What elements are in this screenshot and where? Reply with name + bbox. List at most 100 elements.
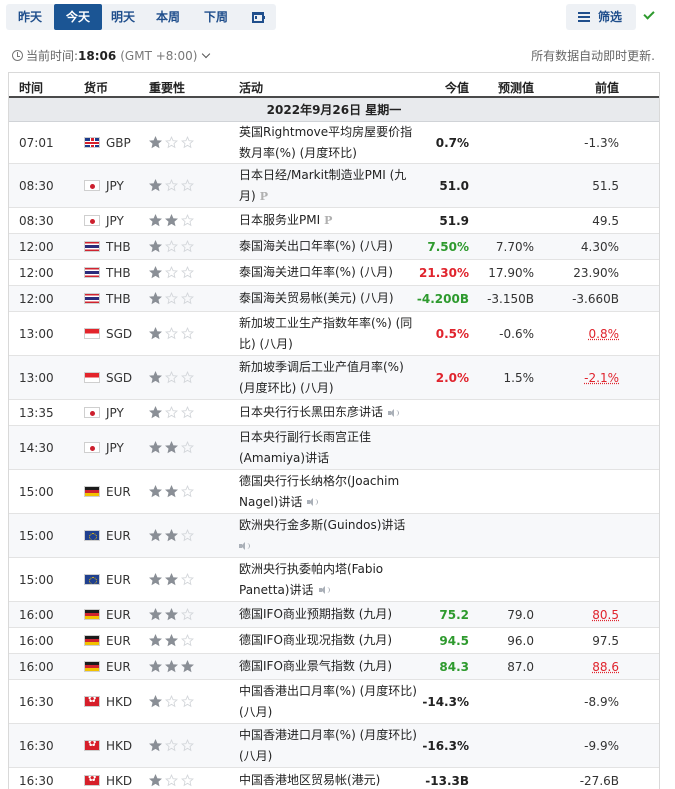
col-forecast: 预测值: [497, 81, 534, 95]
currency-code: EUR: [106, 528, 131, 543]
timezone-selector[interactable]: (GMT +8:00): [120, 49, 211, 63]
star-filled-icon: [165, 660, 178, 673]
table-row[interactable]: 15:00 EUR 德国央行行长纳格尔(Joachim Nagel)讲话: [9, 470, 659, 514]
event-name[interactable]: 德国IFO商业景气指数 (九月): [239, 654, 417, 679]
event-link[interactable]: 德国IFO商业现况指数 (九月): [239, 633, 393, 647]
event-link[interactable]: 泰国海关贸易帐(美元) (八月): [239, 291, 394, 305]
table-header: 时间 货币 重要性 活动 今值 预测值 前值: [9, 72, 659, 98]
star-filled-icon: [149, 179, 162, 192]
currency-code: GBP: [106, 135, 131, 150]
event-name[interactable]: 泰国海关出口年率(%) (八月): [239, 234, 417, 259]
event-name[interactable]: 德国央行行长纳格尔(Joachim Nagel)讲话: [239, 470, 417, 513]
table-row[interactable]: 13:00 SGD 新加坡季调后工业产值月率(%) (月度环比) (八月) 2.0% 1…: [9, 356, 659, 400]
event-link[interactable]: 泰国海关进口年率(%) (八月): [239, 265, 393, 279]
star-empty-icon: [181, 266, 194, 279]
event-name[interactable]: 日本央行行长黑田东彦讲话: [239, 400, 417, 425]
table-row[interactable]: 12:00 THB 泰国海关进口年率(%) (八月) 21.30% 17.90% 23.9…: [9, 260, 659, 286]
table-row[interactable]: 14:30 JPY 日本央行副行长雨宫正佳(Amamiya)讲话: [9, 426, 659, 470]
previous-value-text: 80.5: [592, 607, 619, 622]
table-row[interactable]: 08:30 JPY 日本日经/Markit制造业PMI (九月) P 51.0 51.5: [9, 164, 659, 208]
event-link[interactable]: 泰国海关出口年率(%) (八月): [239, 239, 393, 253]
table-row[interactable]: 07:01 GBP 英国Rightmove平均房屋要价指数月率(%) (月度环比) 0…: [9, 122, 659, 164]
date-tabs: 昨天 今天 明天 本周 下周: [6, 4, 276, 30]
event-name[interactable]: 中国香港地区贸易帐(港元): [239, 768, 417, 789]
event-name[interactable]: 中国香港进口月率(%) (月度环比) (八月): [239, 724, 417, 767]
table-row[interactable]: 12:00 THB 泰国海关出口年率(%) (八月) 7.50% 7.70% 4.30%: [9, 234, 659, 260]
event-link[interactable]: 日本日经/Markit制造业PMI (九月) P: [239, 165, 417, 207]
event-link[interactable]: 欧洲央行金多斯(Guindos)讲话: [239, 515, 405, 557]
event-name[interactable]: 新加坡季调后工业产值月率(%) (月度环比) (八月): [239, 356, 417, 399]
event-link[interactable]: 德国IFO商业预期指数 (九月): [239, 607, 393, 621]
event-time: 16:30: [19, 738, 54, 753]
actual-value: 84.3: [439, 659, 469, 674]
event-link[interactable]: 日本央行副行长雨宫正佳(Amamiya)讲话: [239, 429, 372, 465]
event-link[interactable]: 中国香港地区贸易帐(港元): [239, 773, 381, 787]
tab-calendar[interactable]: [240, 4, 276, 30]
event-name[interactable]: 泰国海关进口年率(%) (八月): [239, 260, 417, 285]
event-link[interactable]: 欧洲央行执委帕内塔(Fabio Panetta)讲话: [239, 561, 384, 597]
event-link[interactable]: 英国Rightmove平均房屋要价指数月率(%) (月度环比): [239, 124, 413, 160]
clock-icon: [12, 50, 23, 61]
event-name[interactable]: 英国Rightmove平均房屋要价指数月率(%) (月度环比): [239, 122, 417, 163]
currency-code: HKD: [106, 738, 133, 753]
previous-value-text: 0.8%: [588, 326, 620, 341]
filter-button[interactable]: 筛选: [566, 4, 636, 30]
event-name[interactable]: 中国香港出口月率(%) (月度环比) (八月): [239, 680, 417, 723]
table-row[interactable]: 16:00 EUR 德国IFO商业景气指数 (九月) 84.3 87.0 88.6: [9, 654, 659, 680]
event-link[interactable]: 日本央行行长黑田东彦讲话: [239, 402, 400, 423]
event-link[interactable]: 德国IFO商业景气指数 (九月): [239, 659, 393, 673]
table-row[interactable]: 13:00 SGD 新加坡工业生产指数年率(%) (同比) (八月) 0.5% -0.6…: [9, 312, 659, 356]
table-row[interactable]: 08:30 JPY 日本服务业PMI P 51.9 49.5: [9, 208, 659, 234]
event-name[interactable]: 欧洲央行金多斯(Guindos)讲话: [239, 514, 417, 557]
event-name[interactable]: 泰国海关贸易帐(美元) (八月): [239, 286, 417, 311]
event-name[interactable]: 德国IFO商业现况指数 (九月): [239, 628, 417, 653]
table-row[interactable]: 16:00 EUR 德国IFO商业预期指数 (九月) 75.2 79.0 80.5: [9, 602, 659, 628]
importance-rating: [149, 356, 194, 399]
event-name[interactable]: 日本日经/Markit制造业PMI (九月) P: [239, 164, 417, 207]
star-filled-icon: [149, 529, 162, 542]
star-empty-icon: [181, 179, 194, 192]
table-row[interactable]: 15:00 EUR 欧洲央行执委帕内塔(Fabio Panetta)讲话: [9, 558, 659, 602]
event-name[interactable]: 新加坡工业生产指数年率(%) (同比) (八月): [239, 312, 417, 355]
col-importance: 重要性: [149, 81, 186, 95]
star-filled-icon: [149, 371, 162, 384]
tab-0[interactable]: 昨天: [17, 10, 42, 24]
tab-3[interactable]: 本周: [155, 10, 180, 24]
event-name[interactable]: 欧洲央行执委帕内塔(Fabio Panetta)讲话: [239, 558, 417, 601]
event-link[interactable]: 新加坡工业生产指数年率(%) (同比) (八月): [239, 315, 413, 351]
star-empty-icon: [181, 608, 194, 621]
event-link[interactable]: 新加坡季调后工业产值月率(%) (月度环比) (八月): [239, 359, 404, 395]
star-filled-icon: [149, 136, 162, 149]
table-row[interactable]: 16:30 HKD 中国香港地区贸易帐(港元) -13.3B -27.6B: [9, 768, 659, 789]
event-time: 14:30: [19, 440, 54, 455]
previous-value: -3.660B: [572, 286, 619, 311]
table-row[interactable]: 16:30 HKD 中国香港出口月率(%) (月度环比) (八月) -14.3% -8.…: [9, 680, 659, 724]
tab-4[interactable]: 下周: [203, 10, 228, 24]
table-row[interactable]: 16:00 EUR 德国IFO商业现况指数 (九月) 94.5 96.0 97.5: [9, 628, 659, 654]
importance-rating: [149, 558, 194, 601]
event-name[interactable]: 日本服务业PMI P: [239, 208, 417, 233]
filter-label: 筛选: [598, 10, 623, 24]
star-filled-icon: [149, 739, 162, 752]
flag-cell: [84, 558, 100, 601]
table-row[interactable]: 12:00 THB 泰国海关贸易帐(美元) (八月) -4.200B -3.150B -3…: [9, 286, 659, 312]
star-filled-icon: [149, 240, 162, 253]
flag-cell: [84, 260, 100, 285]
flag-cell: [84, 400, 100, 425]
table-row[interactable]: 13:35 JPY 日本央行行长黑田东彦讲话: [9, 400, 659, 426]
tab-2[interactable]: 明天: [110, 10, 135, 24]
event-link[interactable]: 德国央行行长纳格尔(Joachim Nagel)讲话: [239, 473, 400, 509]
event-name[interactable]: 日本央行副行长雨宫正佳(Amamiya)讲话: [239, 426, 417, 469]
star-empty-icon: [181, 240, 194, 253]
col-currency: 货币: [84, 81, 109, 95]
table-row[interactable]: 15:00 EUR 欧洲央行金多斯(Guindos)讲话: [9, 514, 659, 558]
event-link[interactable]: 中国香港出口月率(%) (月度环比) (八月): [239, 683, 417, 719]
star-filled-icon: [149, 573, 162, 586]
check-icon[interactable]: [643, 9, 657, 23]
tab-1[interactable]: 今天: [54, 4, 102, 30]
event-link[interactable]: 中国香港进口月率(%) (月度环比) (八月): [239, 727, 417, 763]
event-link[interactable]: 日本服务业PMI P: [239, 210, 332, 231]
table-row[interactable]: 16:30 HKD 中国香港进口月率(%) (月度环比) (八月) -16.3% -9.…: [9, 724, 659, 768]
star-filled-icon: [165, 634, 178, 647]
event-name[interactable]: 德国IFO商业预期指数 (九月): [239, 602, 417, 627]
